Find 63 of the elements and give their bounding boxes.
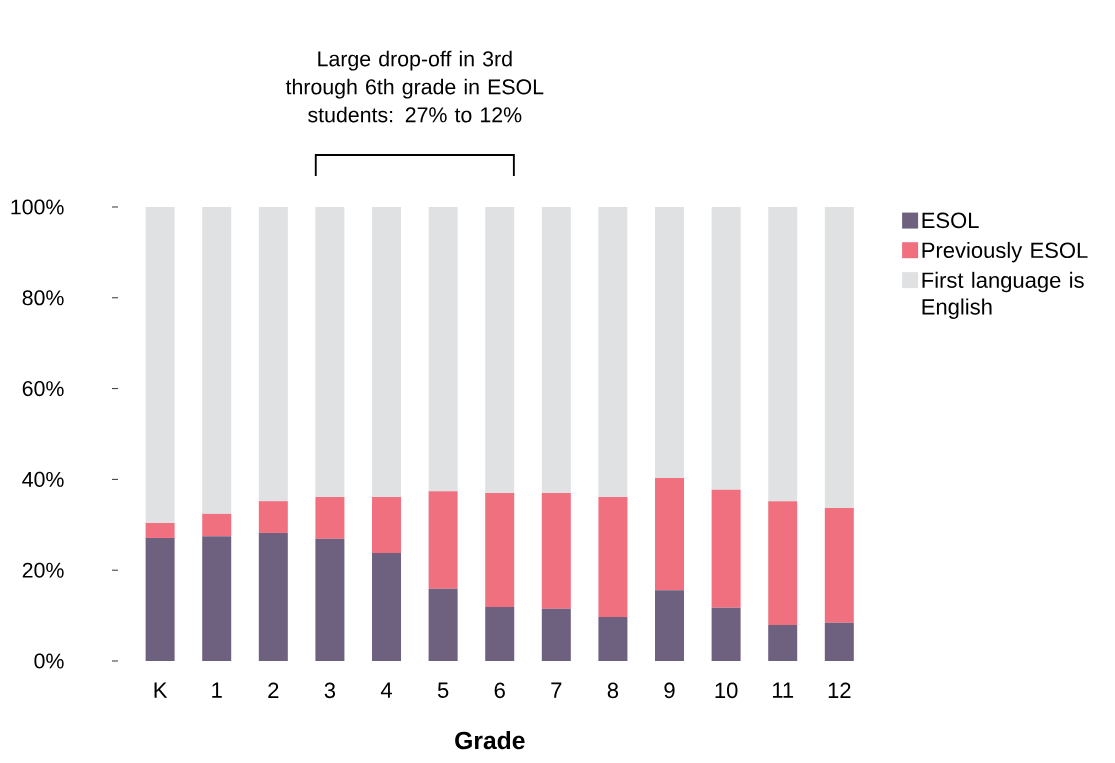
x-axis-title: Grade (455, 731, 525, 750)
x-tick-label: 5 (437, 682, 449, 698)
y-tick-label: 80% (22, 290, 64, 306)
x-tick-label: 8 (607, 682, 619, 699)
bar (768, 501, 798, 626)
x-tick-label: 9 (664, 682, 675, 699)
bar (485, 206, 515, 494)
bar (655, 478, 685, 591)
legend-label: ESOL (922, 212, 979, 229)
bar (258, 532, 288, 661)
bar (768, 206, 798, 502)
bar (428, 206, 458, 492)
legend-label: First language is English (922, 271, 1084, 319)
x-tick-label: 12 (828, 682, 851, 698)
y-tick-label: 40% (22, 471, 64, 487)
x-tick-label: 7 (551, 682, 562, 698)
bar (258, 501, 288, 533)
y-tick-label: 60% (22, 381, 64, 397)
bar (428, 588, 458, 661)
bar (202, 206, 232, 514)
bar (541, 493, 571, 609)
bar (711, 607, 741, 661)
bar (315, 497, 345, 539)
x-tick-label: K (154, 682, 168, 698)
bar (598, 616, 628, 661)
bar (541, 608, 571, 661)
x-tick-label: 4 (380, 682, 392, 698)
bar (145, 206, 175, 523)
bar (768, 625, 798, 661)
y-tick-label: 20% (22, 562, 64, 578)
bar (372, 206, 402, 498)
bar (711, 489, 741, 608)
bar (598, 206, 628, 498)
x-tick-label: 10 (715, 682, 738, 699)
bar (315, 206, 345, 498)
bar (485, 606, 515, 661)
bar (824, 507, 854, 623)
bar (145, 522, 175, 538)
bar (315, 538, 345, 661)
bar (824, 622, 854, 661)
bar (372, 552, 402, 661)
bar (541, 206, 571, 494)
x-tick-label: 6 (494, 682, 505, 699)
y-tick-label: 100% (11, 199, 64, 215)
text: Large drop-off in 3rd through 6th grade in ESOL students: 27% to 12% (285, 50, 544, 123)
bar (145, 537, 175, 661)
x-tick-label: 3 (324, 682, 336, 699)
legend-label: Previously ESOL (922, 241, 1088, 263)
bar (655, 590, 685, 661)
x-tick-label: 2 (268, 682, 279, 698)
bar (428, 491, 458, 589)
bar (655, 206, 685, 479)
bar (711, 206, 741, 490)
x-tick-label: 1 (212, 682, 222, 698)
bar (485, 493, 515, 607)
bar (598, 497, 628, 617)
y-tick-label: 0% (34, 653, 64, 669)
bar (824, 206, 854, 508)
bar (202, 536, 232, 661)
bar (258, 206, 288, 502)
x-tick-label: 11 (772, 682, 794, 698)
bar (202, 513, 232, 537)
bar (372, 497, 402, 553)
